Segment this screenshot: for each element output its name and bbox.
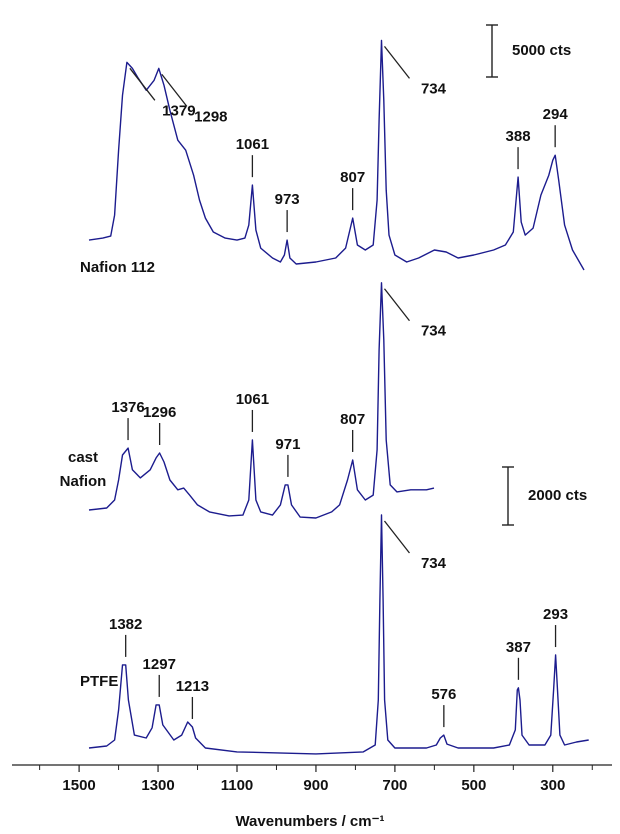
peak-label: 734 <box>421 555 447 572</box>
peak-label: 1296 <box>143 404 176 421</box>
x-tick-label: 300 <box>540 777 565 794</box>
peak-leader <box>129 67 156 101</box>
x-tick-label: 500 <box>461 777 486 794</box>
peak-leader <box>161 73 188 107</box>
peak-label: 973 <box>275 191 300 208</box>
spectrum-line <box>88 282 435 519</box>
spectrum-line <box>88 39 585 271</box>
series-label: cast Nafion <box>59 449 107 490</box>
x-tick-label: 700 <box>382 777 407 794</box>
peak-label: 807 <box>340 169 365 186</box>
peak-label: 807 <box>340 411 365 428</box>
x-tick-label: 1100 <box>221 777 254 794</box>
peak-label: 576 <box>431 686 456 703</box>
series-label: Nafion 112 <box>80 259 156 276</box>
spectrum-line <box>88 514 589 755</box>
peak-label: 971 <box>275 436 300 453</box>
peak-label: 294 <box>543 106 569 123</box>
peak-label: 1382 <box>109 616 142 633</box>
peak-label: 1376 <box>111 399 144 416</box>
scale-label: 5000 cts <box>512 42 571 59</box>
peak-leader <box>383 45 410 79</box>
peak-label: 1379 <box>162 102 195 119</box>
peak-label: 1298 <box>194 108 227 125</box>
peak-label: 734 <box>421 323 447 340</box>
peak-label: 388 <box>506 128 531 145</box>
series-label: PTFE <box>80 673 119 690</box>
x-tick-label: 1500 <box>62 777 95 794</box>
x-tick-label: 900 <box>303 777 328 794</box>
x-tick-label: 1300 <box>141 777 174 794</box>
peak-label: 1061 <box>236 136 269 153</box>
peak-leader <box>383 520 410 554</box>
peak-label: 1213 <box>176 678 209 695</box>
peak-label: 734 <box>421 80 447 97</box>
peak-label: 293 <box>543 606 568 623</box>
scale-label: 2000 cts <box>528 487 587 504</box>
peak-leader <box>383 288 410 322</box>
peak-label: 387 <box>506 639 531 656</box>
x-axis-label: Wavenumbers / cm⁻¹ <box>235 813 384 830</box>
peak-label: 1061 <box>236 391 269 408</box>
peak-label: 1297 <box>143 656 176 673</box>
